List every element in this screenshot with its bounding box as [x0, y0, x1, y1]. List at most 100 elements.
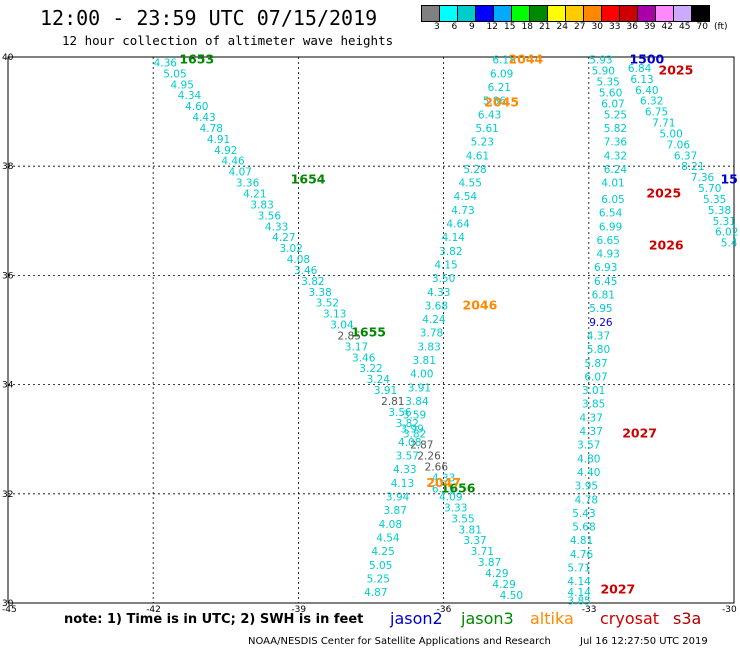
map-frame: [7, 56, 735, 604]
swh-value: 8.21: [681, 161, 704, 173]
swh-value: 4.87: [364, 587, 387, 599]
swh-value: 4.29: [485, 568, 508, 580]
swh-value: 3.38: [308, 287, 331, 299]
swh-value: 3.81: [413, 355, 436, 367]
swh-value: 4.01: [601, 178, 624, 190]
swh-value: 5.00: [659, 128, 682, 140]
map-title: 12:00 - 23:59 UTC 07/15/2019: [40, 6, 378, 30]
swh-value: 5.38: [708, 205, 731, 217]
lat-tick-label: 36: [2, 271, 14, 281]
swh-value: 2.26: [417, 451, 441, 463]
lat-tick-label: 38: [2, 162, 14, 172]
swh-value: 4.91: [207, 134, 230, 146]
swh-value: 4.33: [265, 221, 288, 233]
swh-value: 4.14: [567, 576, 591, 588]
swh-value: 5.43: [572, 508, 595, 520]
swh-value: 3.46: [294, 265, 318, 277]
swh-value: 5.80: [587, 344, 610, 356]
legend-label: 39: [644, 22, 656, 32]
legend-cryosat: cryosat: [600, 609, 660, 628]
pass-time-label: 2025: [659, 63, 694, 78]
swh-value: 4.00: [410, 369, 433, 381]
swh-value: 4.37: [580, 426, 603, 438]
swh-value: 3.87: [478, 557, 501, 569]
legend-label: 45: [679, 22, 691, 32]
lat-tick-label: 40: [2, 53, 14, 63]
swh-value: 4.37: [580, 412, 603, 424]
swh-values: 4.365.054.954.344.604.434.784.914.924.46…: [154, 55, 739, 608]
swh-value: 4.54: [376, 532, 400, 544]
swh-value: 6.54: [599, 208, 623, 220]
legend-jason3: jason3: [461, 609, 514, 628]
swh-value: 6.40: [635, 85, 658, 97]
legend-label: 36: [626, 22, 638, 32]
swh-value: 5.23: [471, 137, 494, 149]
swh-value: 3.85: [567, 595, 590, 607]
swh-value: 4.46: [221, 156, 245, 168]
lon-tick-label: -33: [582, 605, 597, 615]
swh-value: 4.13: [391, 478, 414, 490]
pass-time-label: 1654: [291, 171, 326, 186]
pass-time-label: 1656: [441, 480, 476, 495]
legend-labels: 3 6 9 12 15 18 21 24 27 30 33 36 39 42 45 70 (ft): [422, 22, 732, 34]
swh-value: 2.87: [410, 440, 433, 452]
swh-value: 6.84: [628, 63, 652, 75]
swh-value: 3.84: [405, 396, 429, 408]
pass-time-label: 1655: [351, 325, 386, 340]
swh-value: 5.35: [703, 194, 726, 206]
swh-value: 4.61: [466, 150, 489, 162]
legend-label: 12: [486, 22, 498, 32]
lon-tick-label: -36: [437, 605, 452, 615]
swh-value: 3.01: [582, 385, 605, 397]
legend-label: 70: [696, 22, 708, 32]
swh-value: 5.60: [599, 87, 622, 99]
lon-tick-label: -30: [722, 605, 737, 615]
swh-value: 6.18: [492, 55, 515, 67]
swh-value: 5.86: [483, 96, 507, 108]
swh-value: 7.36: [604, 137, 628, 149]
legend-label: 3: [434, 22, 440, 32]
swh-value: 3.95: [575, 481, 598, 493]
swh-value: 4.34: [178, 90, 202, 102]
swh-value: 4.24: [422, 314, 446, 326]
swh-value: 5.61: [475, 123, 498, 135]
pass-time-label: 2027: [622, 426, 657, 441]
map-subtitle: 12 hour collection of altimeter wave hei…: [62, 33, 394, 48]
swh-value: 5.71: [567, 563, 590, 575]
swh-value: 4.73: [451, 205, 474, 217]
swh-value: 3.57: [396, 451, 419, 463]
axis-ticks: 40 38 36 34 32 30-45 -42 -39 -36 -33 -30: [2, 53, 737, 615]
swh-value: 6.93: [594, 262, 617, 274]
swh-value: 3.22: [359, 363, 382, 375]
color-legend: [421, 5, 710, 22]
swh-value: 7.06: [667, 139, 691, 151]
swh-value: 4.14: [567, 587, 591, 599]
swh-value: 6.02: [715, 227, 738, 239]
footer-timestamp: Jul 16 12:27:50 UTC 2019: [580, 636, 708, 647]
pass-time-label: 2025: [646, 186, 681, 201]
swh-value: 4.40: [577, 467, 600, 479]
swh-value: 6.05: [601, 194, 624, 206]
swh-value: 5.25: [604, 109, 627, 121]
swh-value: 4.33: [427, 287, 450, 299]
legend-label: 42: [661, 22, 673, 32]
swh-value: 4.09: [439, 492, 462, 504]
swh-value: 6.75: [645, 107, 668, 119]
swh-value: 4.27: [272, 232, 295, 244]
swh-value: 3.91: [374, 385, 397, 397]
swh-value: 3.02: [279, 243, 302, 255]
swh-value: 4.33: [393, 464, 416, 476]
swh-value: 5.70: [698, 183, 721, 195]
swh-value: 3.81: [459, 524, 482, 536]
pass-time-label: 15: [720, 171, 737, 186]
swh-value: 7.71: [652, 118, 675, 130]
legend-s3a: s3a: [673, 609, 702, 628]
swh-value: 3.82: [396, 418, 419, 430]
swh-value: 4.21: [243, 189, 266, 201]
swh-value: 6.99: [599, 221, 622, 233]
swh-value: 7.36: [691, 172, 715, 184]
swh-value: 4.64: [446, 219, 470, 231]
legend-label: 18: [521, 22, 533, 32]
swh-value: 3.52: [316, 298, 339, 310]
swh-value: 4.37: [587, 330, 610, 342]
